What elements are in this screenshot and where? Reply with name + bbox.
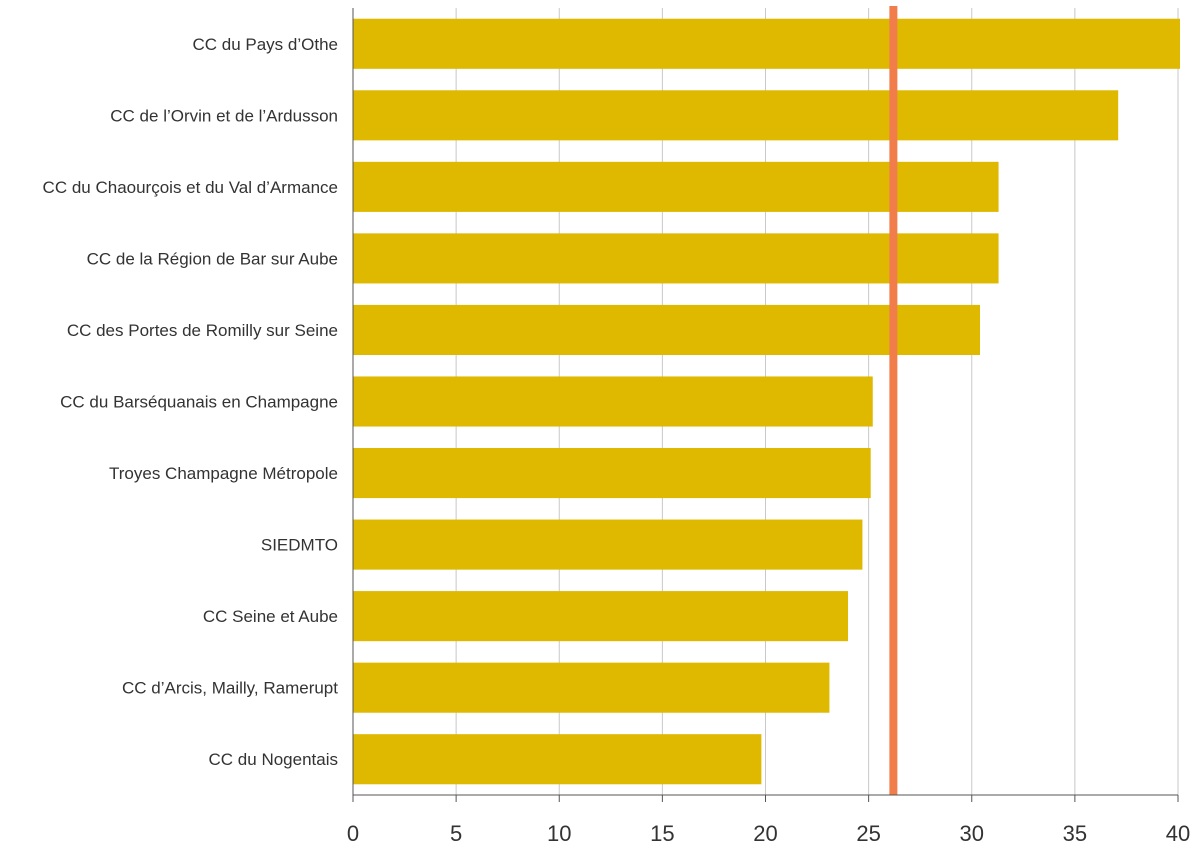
x-tick-labels: 0 5 10 15 20 25 30 35 40 [347, 821, 1190, 845]
bar [353, 734, 762, 785]
x-tick-label: 40 [1166, 821, 1190, 845]
bar [353, 304, 980, 355]
category-label: CC de la Région de Bar sur Aube [87, 249, 338, 268]
x-tick-label: 0 [347, 821, 359, 845]
category-label: CC des Portes de Romilly sur Seine [67, 321, 338, 340]
category-label: CC Seine et Aube [203, 607, 338, 626]
x-tick-label: 30 [960, 821, 984, 845]
x-tick-label: 15 [650, 821, 674, 845]
category-label: Troyes Champagne Métropole [109, 464, 338, 483]
x-tick-label: 25 [856, 821, 880, 845]
bar [353, 161, 999, 212]
bar [353, 591, 848, 642]
x-tick-label: 35 [1063, 821, 1087, 845]
category-labels: CC du Pays d’Othe CC de l’Orvin et de l’A… [43, 35, 339, 769]
category-label: CC d’Arcis, Mailly, Ramerupt [122, 679, 338, 698]
x-tick-label: 20 [753, 821, 777, 845]
bar [353, 90, 1119, 141]
bar [353, 448, 871, 499]
x-tick-label: 10 [547, 821, 571, 845]
bars [353, 18, 1180, 785]
x-tick-label: 5 [450, 821, 462, 845]
category-label: CC de l’Orvin et de l’Ardusson [110, 106, 338, 125]
bar [353, 233, 999, 284]
bar [353, 376, 873, 427]
bar [353, 662, 830, 713]
category-label: SIEDMTO [261, 536, 338, 555]
category-label: CC du Pays d’Othe [192, 35, 338, 54]
category-label: CC du Barséquanais en Champagne [60, 393, 338, 412]
axes [352, 8, 1179, 802]
category-label: CC du Nogentais [209, 750, 338, 769]
bar [353, 519, 863, 570]
category-label: CC du Chaourçois et du Val d’Armance [43, 178, 338, 197]
bar [353, 18, 1180, 69]
